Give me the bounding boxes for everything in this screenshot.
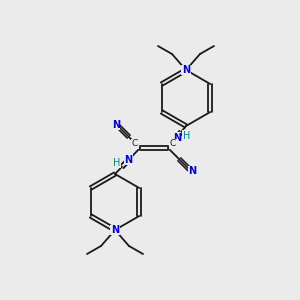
Text: N: N <box>182 65 190 75</box>
Text: H: H <box>183 130 190 141</box>
Text: C: C <box>170 140 176 148</box>
Text: H: H <box>113 158 121 168</box>
Text: N: N <box>111 225 119 235</box>
Text: N: N <box>172 133 181 143</box>
Text: N: N <box>112 120 120 130</box>
Text: N: N <box>188 166 196 176</box>
Text: C: C <box>132 140 138 148</box>
Text: N: N <box>124 155 133 165</box>
